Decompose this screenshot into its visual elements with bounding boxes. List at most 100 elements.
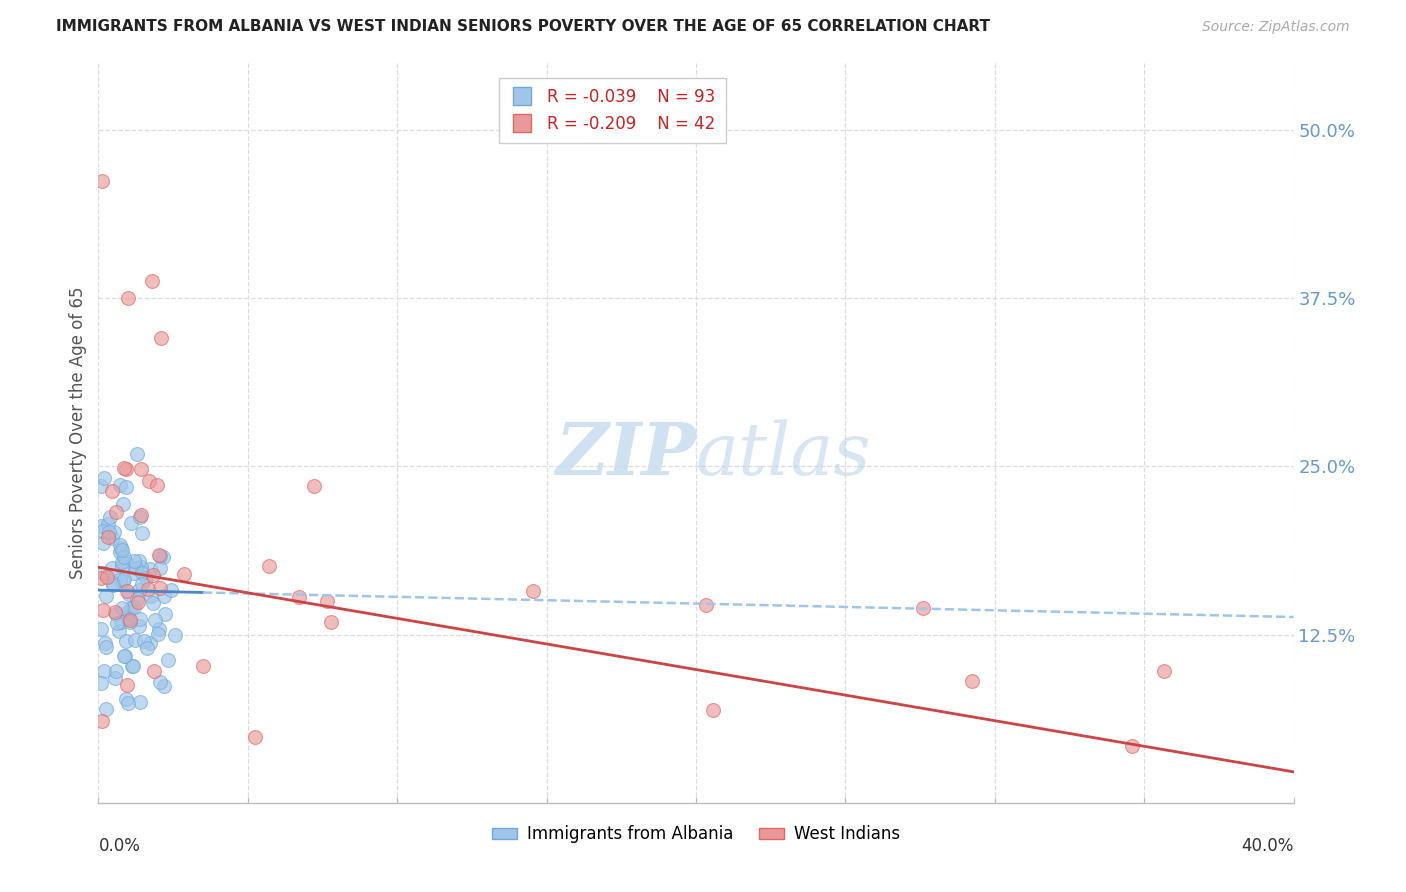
Point xyxy=(155,607,177,621)
Point xyxy=(135,572,157,586)
Point xyxy=(111,600,134,615)
Point xyxy=(150,331,173,345)
Point xyxy=(125,447,148,461)
Point xyxy=(112,572,135,586)
Point xyxy=(110,541,132,556)
Point xyxy=(91,566,114,580)
Point xyxy=(120,615,142,629)
Point xyxy=(96,640,118,654)
Point xyxy=(120,613,142,627)
Point xyxy=(695,599,717,613)
Point xyxy=(148,626,170,640)
Point xyxy=(94,589,117,603)
Point xyxy=(131,508,153,522)
Point xyxy=(112,460,135,475)
Legend: Immigrants from Albania, West Indians: Immigrants from Albania, West Indians xyxy=(485,819,907,850)
Point xyxy=(118,587,141,601)
Point xyxy=(522,583,544,598)
Point xyxy=(93,470,115,484)
Point xyxy=(129,560,152,574)
Point xyxy=(100,483,122,498)
Point xyxy=(142,596,165,610)
Point xyxy=(142,568,165,582)
Point xyxy=(112,648,135,663)
Point xyxy=(90,572,112,586)
Point xyxy=(96,701,118,715)
Point xyxy=(117,612,139,626)
Point xyxy=(122,659,145,673)
Point xyxy=(129,695,152,709)
Point xyxy=(90,623,112,637)
Point xyxy=(165,628,187,642)
Point xyxy=(114,554,136,568)
Point xyxy=(120,516,142,531)
Point xyxy=(138,475,160,489)
Point xyxy=(111,558,134,573)
Text: ZIP: ZIP xyxy=(555,419,696,491)
Y-axis label: Seniors Poverty Over the Age of 65: Seniors Poverty Over the Age of 65 xyxy=(69,286,87,579)
Point xyxy=(115,678,138,692)
Point xyxy=(149,561,172,575)
Point xyxy=(157,653,180,667)
Point xyxy=(117,696,139,710)
Point xyxy=(243,730,266,744)
Point xyxy=(149,675,172,690)
Point xyxy=(103,524,125,539)
Point xyxy=(114,648,136,663)
Point xyxy=(90,519,112,533)
Point xyxy=(128,612,150,626)
Point xyxy=(141,273,163,287)
Point xyxy=(131,566,153,580)
Point xyxy=(117,609,139,624)
Point xyxy=(315,594,337,608)
Point xyxy=(122,554,145,568)
Point xyxy=(129,462,152,476)
Point xyxy=(193,658,215,673)
Point xyxy=(100,561,122,575)
Point xyxy=(117,605,139,619)
Point xyxy=(152,589,174,603)
Text: Source: ZipAtlas.com: Source: ZipAtlas.com xyxy=(1202,21,1350,34)
Point xyxy=(115,692,138,706)
Point xyxy=(117,291,139,305)
Point xyxy=(138,582,160,597)
Point xyxy=(149,581,172,595)
Point xyxy=(145,613,167,627)
Point xyxy=(114,633,136,648)
Point xyxy=(131,526,153,541)
Point xyxy=(148,548,170,562)
Text: IMMIGRANTS FROM ALBANIA VS WEST INDIAN SENIORS POVERTY OVER THE AGE OF 65 CORREL: IMMIGRANTS FROM ALBANIA VS WEST INDIAN S… xyxy=(56,20,990,34)
Point xyxy=(105,615,128,630)
Point xyxy=(148,622,170,636)
Point xyxy=(288,590,311,604)
Point xyxy=(108,573,131,587)
Point xyxy=(128,583,150,598)
Point xyxy=(90,174,112,188)
Point xyxy=(108,477,131,491)
Point xyxy=(159,583,181,598)
Point xyxy=(960,674,983,689)
Point xyxy=(122,566,145,580)
Point xyxy=(115,480,138,494)
Point xyxy=(101,531,124,545)
Point xyxy=(90,479,112,493)
Point xyxy=(105,607,128,622)
Point xyxy=(91,536,114,550)
Point xyxy=(107,624,129,639)
Point xyxy=(111,497,134,511)
Point xyxy=(121,658,143,673)
Point xyxy=(112,574,135,589)
Point xyxy=(115,583,138,598)
Point xyxy=(125,591,148,606)
Point xyxy=(96,570,118,584)
Point xyxy=(139,635,162,649)
Point xyxy=(128,554,150,568)
Point xyxy=(111,555,134,569)
Point xyxy=(94,635,117,649)
Point xyxy=(101,575,124,590)
Point xyxy=(98,510,121,524)
Point xyxy=(149,549,172,564)
Point xyxy=(108,545,131,559)
Point xyxy=(1121,739,1143,753)
Point xyxy=(91,524,114,538)
